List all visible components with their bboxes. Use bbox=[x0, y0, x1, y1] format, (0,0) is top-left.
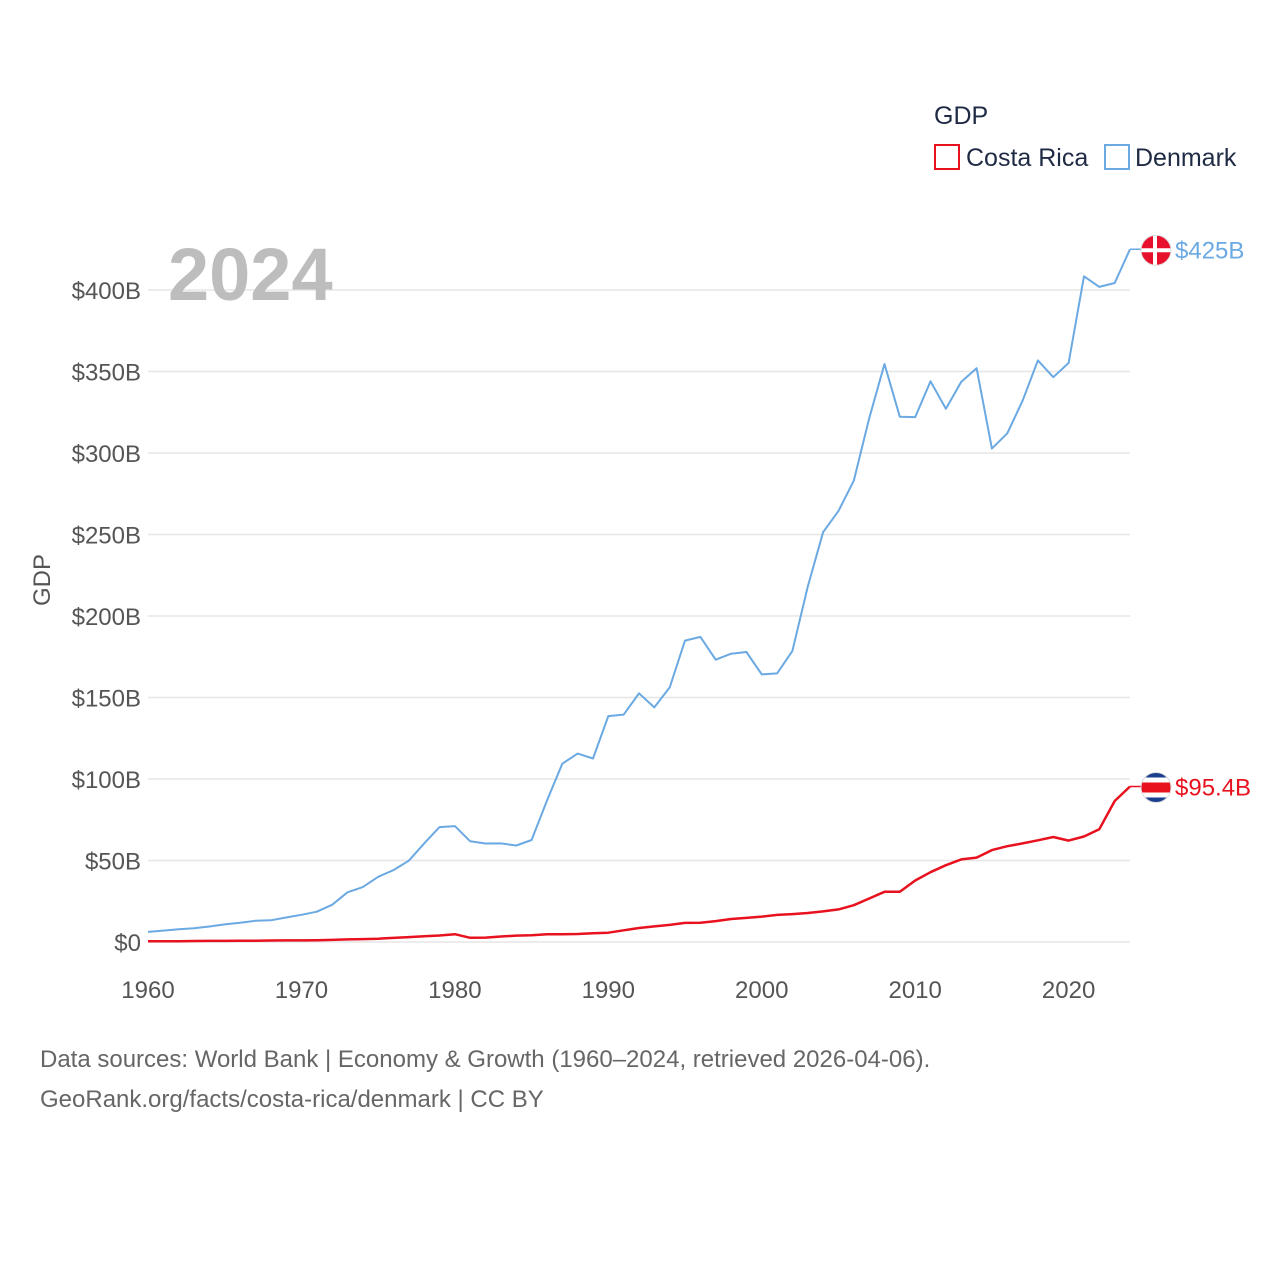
legend-label-costa-rica[interactable]: Costa Rica bbox=[966, 144, 1088, 172]
legend-swatch-costa-rica[interactable] bbox=[934, 144, 960, 170]
end-value-label-denmark: $425B bbox=[1175, 237, 1244, 264]
x-tick-label: 2010 bbox=[888, 977, 941, 1004]
y-axis-title: GDP bbox=[29, 554, 56, 606]
end-markers: $95.4B $425B bbox=[1130, 234, 1251, 803]
series-lines bbox=[147, 248, 1131, 943]
x-tick-label: 2020 bbox=[1042, 977, 1095, 1004]
gridlines bbox=[148, 289, 1130, 943]
legend[interactable]: GDP Costa Rica Denmark bbox=[934, 102, 1237, 172]
x-tick-label: 1960 bbox=[121, 977, 174, 1004]
current-year-label: 2024 bbox=[168, 233, 333, 316]
x-tick-label: 2000 bbox=[735, 977, 788, 1004]
x-tick-label: 1980 bbox=[428, 977, 481, 1004]
series-line-denmark[interactable] bbox=[147, 248, 1131, 933]
chart-footer: Data sources: World Bank | Economy & Gro… bbox=[40, 1040, 930, 1120]
y-tick-label: $350B bbox=[72, 360, 141, 387]
y-tick-label: $200B bbox=[72, 604, 141, 631]
series-line-costa-rica[interactable] bbox=[148, 785, 1131, 943]
footer-source-link[interactable]: GeoRank.org/facts/costa-rica/denmark | C… bbox=[40, 1086, 544, 1113]
costa-rica-flag-icon bbox=[1140, 771, 1172, 803]
y-tick-label: $300B bbox=[72, 441, 141, 468]
y-tick-label: $50B bbox=[85, 849, 141, 876]
y-tick-label: $100B bbox=[72, 767, 141, 794]
legend-swatch-denmark[interactable] bbox=[1104, 144, 1130, 170]
y-tick-label: $250B bbox=[72, 523, 141, 550]
x-axis: 1960 1970 1980 1990 2000 2010 2020 bbox=[121, 977, 1095, 1004]
x-tick-label: 1970 bbox=[275, 977, 328, 1004]
y-tick-label: $150B bbox=[72, 686, 141, 713]
end-value-label-costa-rica: $95.4B bbox=[1175, 774, 1251, 801]
footer-sources: Data sources: World Bank | Economy & Gro… bbox=[40, 1046, 931, 1073]
y-axis: $0 $50B $100B $150B $200B $250B $300B $350B $400… bbox=[72, 278, 141, 957]
y-tick-label: $0 bbox=[114, 930, 141, 957]
legend-label-denmark[interactable]: Denmark bbox=[1135, 144, 1237, 172]
gdp-line-chart: $0 $50B $100B $150B $200B $250B $300B $350B $400… bbox=[29, 102, 1251, 1004]
denmark-flag-icon bbox=[1140, 234, 1172, 266]
y-tick-label: $400B bbox=[72, 278, 141, 305]
legend-title: GDP bbox=[934, 102, 988, 130]
x-tick-label: 1990 bbox=[582, 977, 635, 1004]
